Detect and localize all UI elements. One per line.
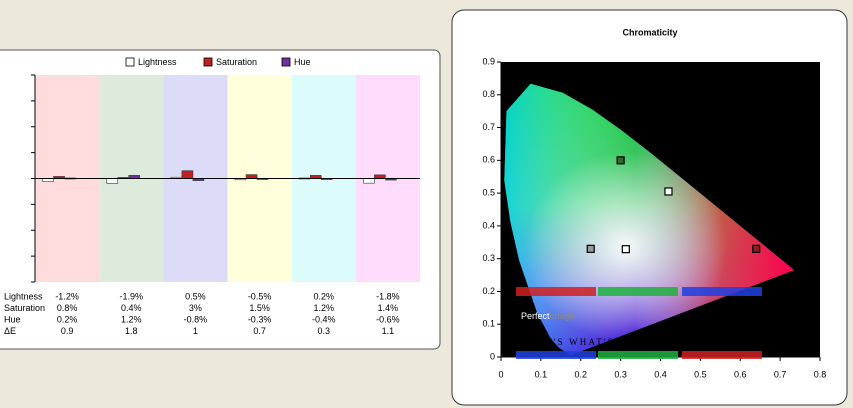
row-label: ΔE xyxy=(4,326,16,336)
x-tick-label: 0.5 xyxy=(694,369,707,379)
y-tick-label: 0.2 xyxy=(482,286,495,296)
cell: -1.9% xyxy=(119,291,143,301)
cell: 1.2% xyxy=(121,314,142,324)
logo-word: Perfect xyxy=(521,311,550,321)
logo-strip xyxy=(516,351,596,359)
cell: 1.2% xyxy=(313,303,334,313)
legend-swatch xyxy=(281,57,291,67)
bar xyxy=(374,174,386,179)
y-tick-label: 0.8 xyxy=(482,89,495,99)
cell: 0.7 xyxy=(253,326,266,336)
logo: PerfectImage xyxy=(521,311,575,321)
y-tick-label: 0.7 xyxy=(482,122,495,132)
cell: -0.5% xyxy=(248,291,272,301)
bar xyxy=(245,174,258,179)
legend-swatch xyxy=(203,57,213,67)
cell: -1.8% xyxy=(376,291,400,301)
legend-label: Saturation xyxy=(216,57,257,67)
cell: -1.2% xyxy=(55,291,79,301)
legend-swatch xyxy=(125,57,135,67)
x-tick-label: 0 xyxy=(498,369,503,379)
cell: 1 xyxy=(193,326,198,336)
point xyxy=(752,244,761,253)
x-tick-label: 0.8 xyxy=(814,369,827,379)
x-tick-label: 0.2 xyxy=(574,369,587,379)
deviation-chart: Lightness Lightness -1.2% -1.9% 0.5% -0.5% 0.2… xyxy=(4,57,420,336)
bar xyxy=(181,170,194,179)
logo-strip xyxy=(598,351,678,359)
y-tick-label: 0.3 xyxy=(482,253,495,263)
cell: 0.2% xyxy=(313,291,334,301)
point xyxy=(621,245,630,254)
y-tick-label: 0 xyxy=(490,351,495,361)
point xyxy=(616,156,625,165)
y-tick-label: 0.9 xyxy=(482,56,495,66)
cell: -0.4% xyxy=(312,314,336,324)
point xyxy=(586,244,595,253)
logo-strip xyxy=(682,287,762,296)
x-tick-label: 0.7 xyxy=(774,369,787,379)
cell: -0.3% xyxy=(248,314,272,324)
logo-tagline: THAT'S WHAT'S ALL ABOUT xyxy=(522,337,689,347)
cell: 1.8 xyxy=(125,326,138,336)
cell: -0.6% xyxy=(376,314,400,324)
row-label: Hue xyxy=(4,314,21,324)
cell: 1.1 xyxy=(382,326,395,336)
cell: 3% xyxy=(189,303,202,313)
y-tick-label: 0.5 xyxy=(482,187,495,197)
bar xyxy=(363,178,375,184)
chromaticity-chart: Chromaticity 0 0.1 0.2 0.3 0.4 0.5 0.6 0.7 0.8 0.9… xyxy=(482,27,826,379)
chart-title: Chromaticity xyxy=(622,27,677,37)
legend-label: Hue xyxy=(294,57,311,67)
x-tick-label: 0.3 xyxy=(614,369,627,379)
y-tick-label: 0.1 xyxy=(482,319,495,329)
row-label: Lightness xyxy=(4,291,43,301)
cell: 1.4% xyxy=(378,303,399,313)
y-tick-label: 0.6 xyxy=(482,155,495,165)
cell: 0.4% xyxy=(121,303,142,313)
cell: 0.9 xyxy=(61,326,74,336)
x-tick-label: 0.4 xyxy=(654,369,667,379)
bar xyxy=(106,178,119,184)
y-tick-label: 0.4 xyxy=(482,220,495,230)
logo-strip xyxy=(682,351,762,359)
cell: 0.2% xyxy=(57,314,78,324)
x-tick-label: 0.6 xyxy=(734,369,747,379)
cell: -0.8% xyxy=(184,314,208,324)
cell: 1.5% xyxy=(249,303,270,313)
cell: 0.5% xyxy=(185,291,206,301)
legend-label: Lightness xyxy=(138,57,177,67)
logo-word: Image xyxy=(550,311,575,321)
row-label: Saturation xyxy=(4,303,45,313)
logo-strip xyxy=(516,287,596,296)
point xyxy=(664,187,673,196)
cell: 0.3 xyxy=(317,326,330,336)
logo-strip xyxy=(598,287,678,296)
cell: 0.8% xyxy=(57,303,78,313)
x-tick-label: 0.1 xyxy=(535,369,548,379)
